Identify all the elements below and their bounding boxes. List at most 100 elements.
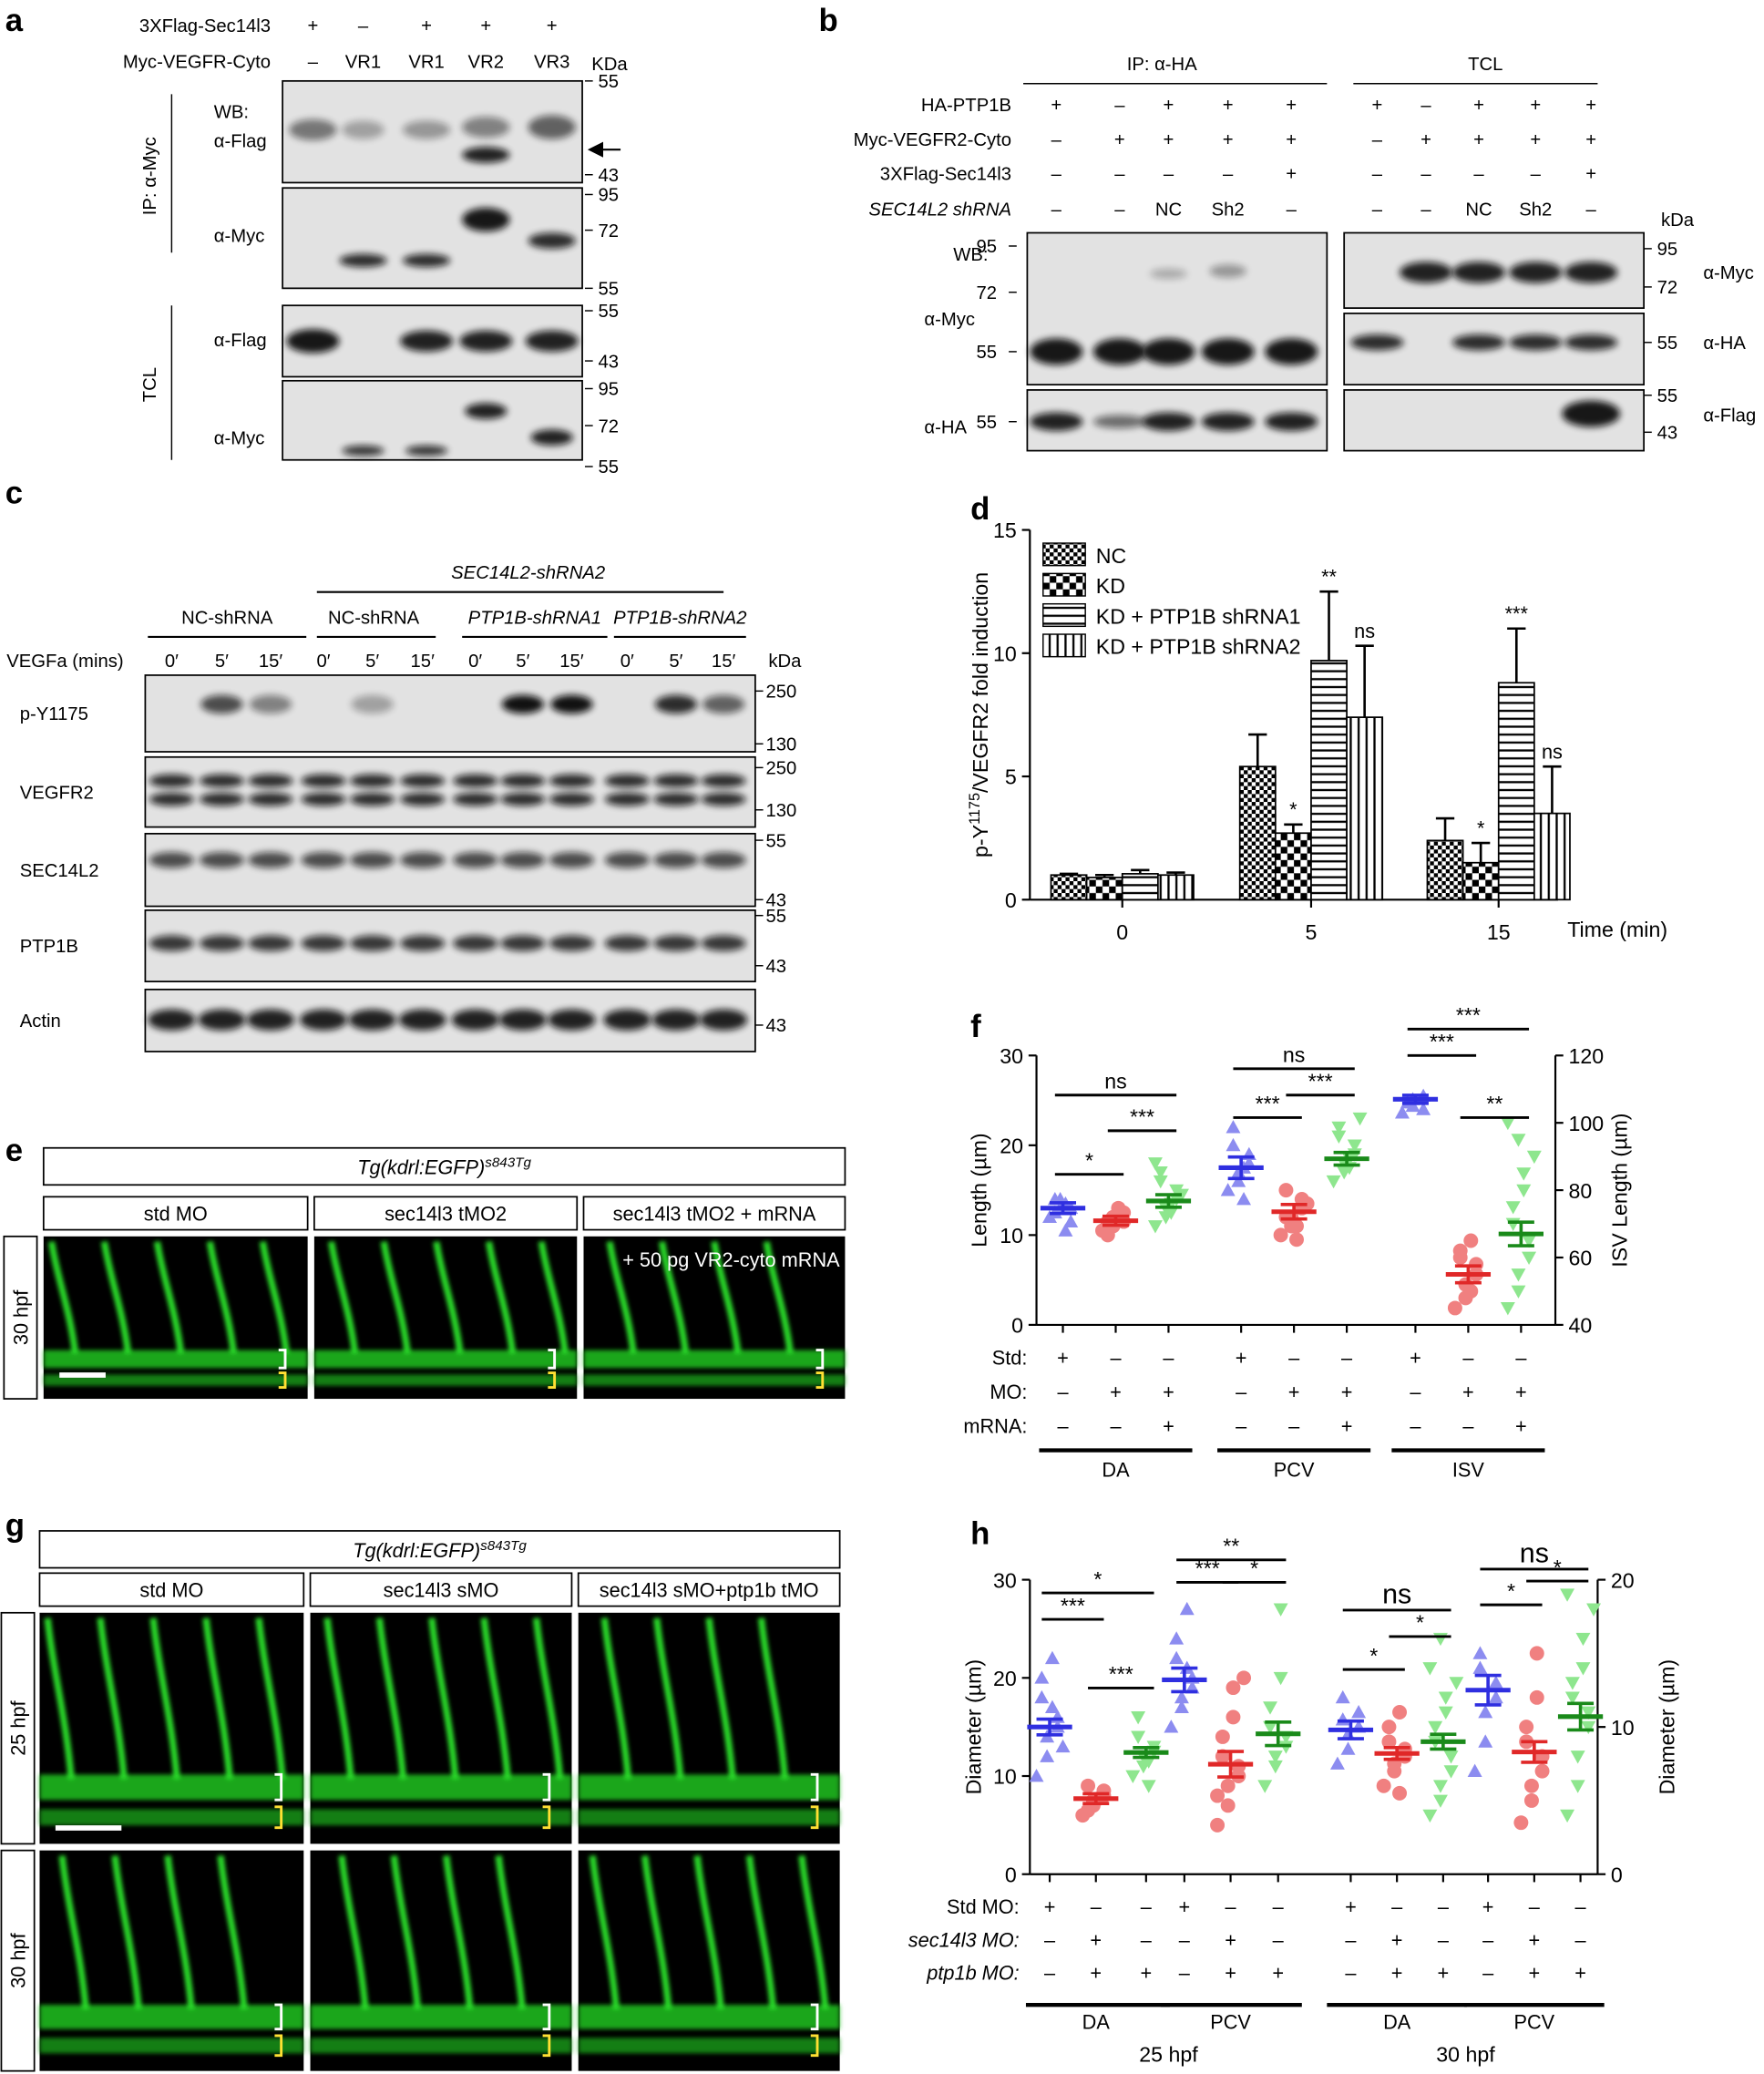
label: α-Myc	[214, 227, 265, 247]
data-point	[1522, 1251, 1537, 1265]
error-bar	[1435, 816, 1455, 841]
label: +	[1090, 1928, 1102, 1951]
data-point	[1273, 1603, 1288, 1617]
isv	[111, 1855, 142, 2010]
data-point	[1263, 1720, 1278, 1735]
label: 0′	[165, 652, 179, 672]
band	[149, 935, 195, 951]
label: –	[1420, 200, 1431, 221]
frame	[42, 1146, 846, 1186]
isv	[338, 1855, 369, 2010]
label: Std:	[992, 1346, 1028, 1369]
bracket	[542, 1772, 551, 1802]
group-label: DA	[1383, 2010, 1411, 2033]
band	[248, 792, 293, 806]
data-point	[1058, 1223, 1073, 1237]
label: –	[1345, 1962, 1357, 1985]
data-point	[1500, 1116, 1515, 1131]
image-title: Tg(kdrl:EGFP)s843Tg	[353, 1537, 527, 1562]
data-point	[1392, 1705, 1408, 1720]
isv	[44, 1617, 75, 1780]
band	[1452, 334, 1505, 351]
label: –	[1051, 165, 1062, 185]
isv	[532, 1617, 564, 1780]
band	[200, 694, 243, 714]
y2-tick-label: 20	[1611, 1568, 1635, 1592]
data-point	[1392, 1785, 1408, 1801]
data-point	[1560, 1588, 1575, 1602]
cardinal-vein	[578, 2038, 840, 2054]
cardinal-vein	[313, 1374, 578, 1386]
data-point	[1564, 1691, 1580, 1705]
isv	[443, 1855, 474, 2010]
label: +	[1051, 96, 1061, 116]
mw-marker: 55	[977, 343, 998, 363]
legend-swatch	[1042, 633, 1086, 658]
frame	[309, 1572, 573, 1607]
bar	[1121, 873, 1159, 901]
data-point	[1273, 1227, 1288, 1243]
data-point	[1131, 1711, 1146, 1725]
mw-marker: 43	[765, 957, 786, 977]
label: –	[1515, 1346, 1527, 1369]
band	[654, 694, 698, 714]
label: –	[1420, 165, 1431, 185]
label: –	[1438, 1895, 1450, 1918]
superscript: 1175	[967, 793, 983, 825]
label: –	[1114, 200, 1125, 221]
panel-letter: h	[970, 1516, 990, 1551]
data-point	[1040, 1749, 1055, 1762]
y-tick-label: 10	[1000, 1224, 1023, 1247]
data-point	[1516, 1184, 1532, 1198]
data-point	[1220, 1183, 1236, 1196]
band	[501, 694, 545, 714]
label: –	[1586, 200, 1597, 221]
data-point	[1519, 1720, 1534, 1735]
band	[351, 694, 394, 714]
frame	[38, 1530, 841, 1569]
band	[1092, 338, 1146, 365]
isv	[653, 1617, 684, 1780]
data-point	[1174, 1699, 1189, 1713]
band	[528, 115, 576, 139]
label: –	[1438, 1928, 1450, 1951]
significance: *	[1416, 1611, 1424, 1635]
mw-marker: 55	[598, 72, 619, 92]
band	[301, 935, 346, 951]
cardinal-vein	[310, 2038, 572, 2054]
label: –	[1462, 1346, 1474, 1369]
mw-marker: 72	[1657, 278, 1678, 298]
band	[500, 792, 546, 806]
label: α-Flag	[1703, 406, 1756, 426]
isv	[58, 1855, 89, 2010]
data-point	[1226, 1710, 1241, 1725]
band	[453, 935, 498, 951]
band	[248, 774, 293, 788]
isv	[202, 1617, 233, 1780]
y-tick-label: 10	[993, 1765, 1017, 1789]
cardinal-vein	[578, 1809, 840, 1826]
bracket	[274, 2034, 283, 2058]
bracket	[278, 1371, 287, 1390]
data-point	[1523, 1778, 1539, 1793]
label: +	[1574, 1962, 1586, 1985]
data-point	[1263, 1701, 1278, 1715]
bar	[1426, 839, 1464, 901]
band	[1509, 334, 1563, 351]
data-point	[1500, 1302, 1515, 1316]
dorsal-aorta	[313, 1350, 578, 1369]
isv	[259, 1241, 291, 1354]
band	[299, 1009, 348, 1031]
band	[149, 792, 195, 806]
dorsal-aorta	[578, 2005, 840, 2029]
vessels	[583, 1241, 846, 1386]
y-tick-label: 20	[993, 1667, 1017, 1690]
bracket	[810, 1772, 819, 1802]
legend-label: KD + PTP1B shRNA1	[1096, 604, 1301, 628]
label: +	[480, 16, 491, 36]
band	[246, 1009, 295, 1031]
isv	[206, 1241, 238, 1354]
band	[462, 116, 510, 139]
label: +	[1341, 1415, 1353, 1438]
label: +	[1164, 96, 1174, 116]
